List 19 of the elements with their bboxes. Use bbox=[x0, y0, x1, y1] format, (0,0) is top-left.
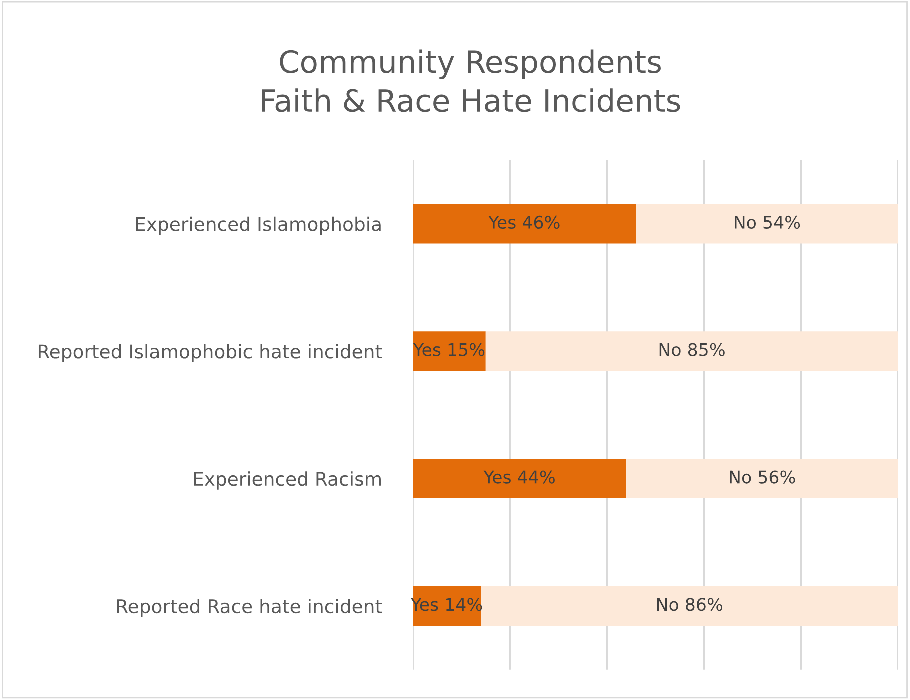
data-label: No 86% bbox=[657, 598, 723, 612]
data-label: No 54% bbox=[735, 216, 800, 230]
bar bbox=[413, 204, 636, 244]
y-tick-label: Reported Islamophobic hate incident bbox=[38, 344, 382, 362]
bar bbox=[626, 459, 898, 499]
data-label: Yes 46% bbox=[488, 216, 560, 230]
y-tick-label: Experienced Racism bbox=[194, 472, 381, 490]
bar bbox=[413, 332, 486, 372]
bar bbox=[486, 332, 898, 372]
data-label: No 85% bbox=[660, 343, 725, 356]
bar bbox=[636, 204, 898, 244]
data-label: No 56% bbox=[730, 470, 796, 484]
bar bbox=[481, 586, 898, 626]
chart-title: Community Respondents Faith & Race Hate Incidents bbox=[262, 50, 680, 112]
y-tick-label: Experienced Islamophobia bbox=[136, 216, 381, 236]
data-label: Yes 15% bbox=[413, 343, 485, 356]
data-label: Yes 44% bbox=[484, 470, 555, 484]
y-tick-label: Reported Race hate incident bbox=[117, 599, 382, 618]
bar bbox=[413, 459, 627, 499]
